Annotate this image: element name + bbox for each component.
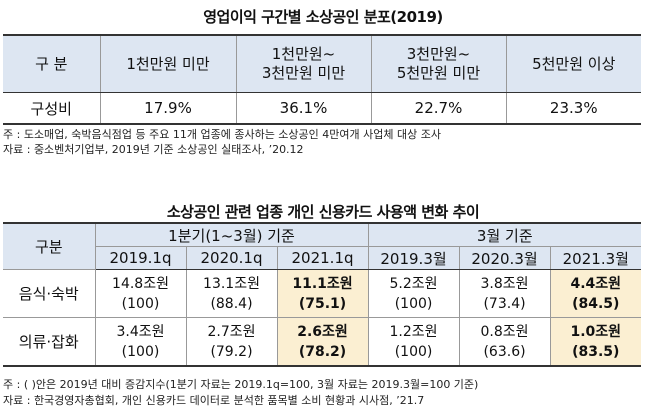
cell-clothing-2021-1q: 2.6조원 (78.2) <box>276 317 369 367</box>
index: (75.1) <box>298 295 347 312</box>
amount: 3.4조원 <box>116 323 165 340</box>
index: (78.2) <box>298 343 347 360</box>
amount: 4.4조원 <box>570 275 622 292</box>
row-header: 구분 <box>3 222 96 270</box>
cell-food-2020-march: 3.8조원 (73.4) <box>458 269 551 318</box>
cell-food-2019-1q: 14.8조원 (100) <box>94 269 187 318</box>
col-2020-1q: 2020.1q <box>185 246 278 270</box>
header-category: 구 분 <box>3 35 101 93</box>
header-30m-50m: 3천만원~ 5천만원 미만 <box>370 35 507 93</box>
cell-clothing-2021-march: 1.0조원 (83.5) <box>549 317 642 367</box>
table2-title: 소상공인 관련 업종 개인 신용카드 사용액 변화 추이 <box>166 203 480 221</box>
col-2021-1q: 2021.1q <box>276 246 369 270</box>
header-over-50m: 5천만원 이상 <box>505 35 641 93</box>
table2-source: 자료 : 한국경영자총협회, 개인 신용카드 데이터로 분석한 품목별 소비 현… <box>3 394 425 407</box>
amount: 1.0조원 <box>570 323 622 340</box>
index: (100) <box>121 343 160 360</box>
operating-profit-table: 구 분 1천만원 미만 1천만원~ 3천만원 미만 3천만원~ 5천만원 미만 … <box>3 34 641 125</box>
cell-clothing-2020-march: 0.8조원 (63.6) <box>458 317 551 367</box>
table2-note: 주 : ( )안은 2019년 대비 증감지수(1분기 자료는 2019.1q=… <box>3 378 479 391</box>
amount: 0.8조원 <box>480 323 529 340</box>
value-30m-50m: 22.7% <box>370 92 507 124</box>
table1-source: 자료 : 중소벤처기업부, 2019년 기준 소상공인 실태조사, ’20.12 <box>3 143 304 156</box>
value-under-10m: 17.9% <box>99 92 237 124</box>
group-header-quarter: 1분기(1~3월) 기준 <box>94 222 369 247</box>
index: (73.4) <box>483 295 526 312</box>
row-label-clothing-goods: 의류·잡화 <box>3 317 96 367</box>
amount: 1.2조원 <box>389 323 438 340</box>
header-under-10m: 1천만원 미만 <box>99 35 237 93</box>
value-10m-30m: 36.1% <box>235 92 372 124</box>
cell-clothing-2019-1q: 3.4조원 (100) <box>94 317 187 367</box>
cell-clothing-2019-march: 1.2조원 (100) <box>367 317 460 367</box>
table1-title: 영업이익 구간별 소상공인 분포(2019) <box>203 8 443 26</box>
cell-food-2020-1q: 13.1조원 (88.4) <box>185 269 278 318</box>
amount: 11.1조원 <box>292 275 353 292</box>
index: (100) <box>121 295 160 312</box>
cell-food-2021-march: 4.4조원 (84.5) <box>549 269 642 318</box>
row-label-composition: 구성비 <box>3 92 101 124</box>
index: (63.6) <box>483 343 526 360</box>
amount: 2.7조원 <box>207 323 256 340</box>
value-over-50m: 23.3% <box>505 92 641 124</box>
amount: 14.8조원 <box>112 275 169 292</box>
index: (83.5) <box>572 343 620 360</box>
credit-card-spending-table: 구분 1분기(1~3월) 기준 3월 기준 2019.1q 2020.1q 20… <box>3 222 642 367</box>
table1-note: 주 : 도소매업, 숙박음식점업 등 주요 11개 업종에 종사하는 소상공인 … <box>3 128 441 141</box>
header-10m-30m-line1: 1천만원~ <box>271 45 336 63</box>
col-2019-march: 2019.3월 <box>367 246 460 270</box>
header-10m-30m: 1천만원~ 3천만원 미만 <box>235 35 372 93</box>
group-header-march: 3월 기준 <box>367 222 642 247</box>
header-10m-30m-line2: 3천만원 미만 <box>261 64 346 82</box>
header-30m-50m-line1: 3천만원~ <box>406 45 471 63</box>
cell-food-2019-march: 5.2조원 (100) <box>367 269 460 318</box>
header-30m-50m-line2: 5천만원 미만 <box>396 64 481 82</box>
cell-clothing-2020-1q: 2.7조원 (79.2) <box>185 317 278 367</box>
amount: 5.2조원 <box>389 275 438 292</box>
amount: 2.6조원 <box>297 323 348 340</box>
cell-food-2021-1q: 11.1조원 (75.1) <box>276 269 369 318</box>
index: (100) <box>394 343 433 360</box>
index: (79.2) <box>210 343 253 360</box>
index: (100) <box>394 295 433 312</box>
amount: 3.8조원 <box>480 275 529 292</box>
amount: 13.1조원 <box>203 275 260 292</box>
col-2019-1q: 2019.1q <box>95 246 187 270</box>
index: (84.5) <box>572 295 620 312</box>
col-2021-march: 2021.3월 <box>549 246 642 270</box>
row-label-food-lodging: 음식·숙박 <box>3 269 96 318</box>
index: (88.4) <box>210 295 253 312</box>
col-2020-march: 2020.3월 <box>458 246 551 270</box>
